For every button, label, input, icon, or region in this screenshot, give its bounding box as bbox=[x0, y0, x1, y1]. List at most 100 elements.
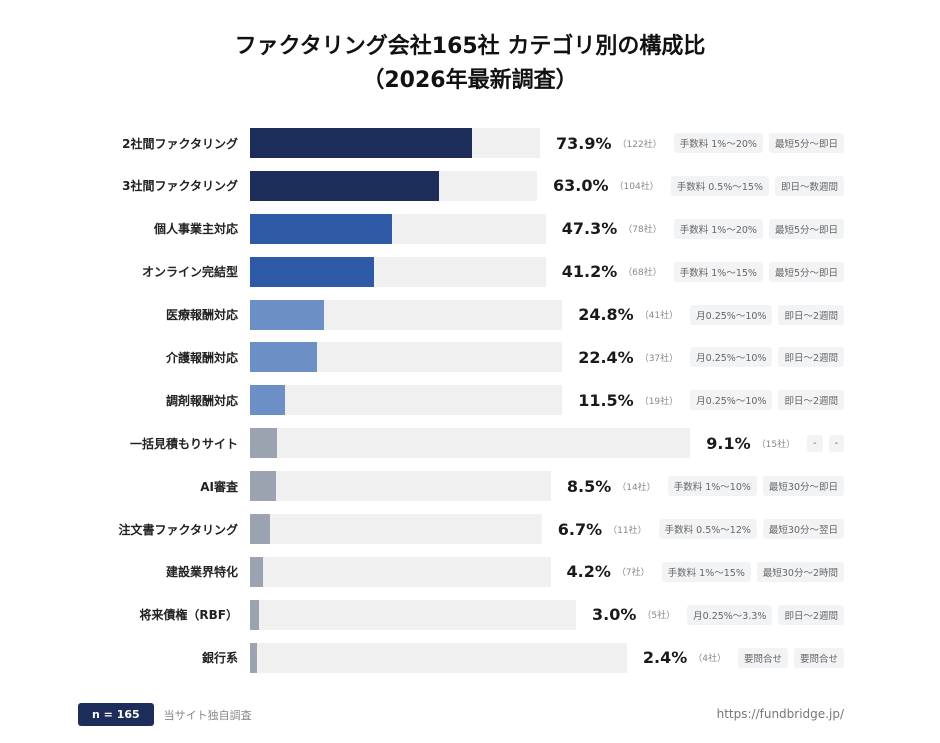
count-label: （7社） bbox=[616, 568, 650, 579]
bar-track bbox=[250, 342, 563, 373]
speed-tag: 最短30分〜翌日 bbox=[762, 519, 844, 540]
count-label: （14社） bbox=[617, 482, 656, 493]
category-label: 3社間ファクタリング bbox=[122, 179, 238, 194]
count-label: （4社） bbox=[693, 654, 726, 665]
bar-row: 注文書ファクタリング 6.7% （11社） 手数料 0.5%〜12% 最短30分〜翌日 bbox=[60, 514, 844, 545]
count-label: （15社） bbox=[756, 439, 796, 450]
title-line-2: （2026年最新調査） bbox=[362, 68, 578, 93]
category-label: 医療報酬対応 bbox=[165, 308, 238, 323]
fee-tag: 手数料 0.5%〜15% bbox=[670, 175, 769, 196]
bar bbox=[250, 642, 258, 673]
title-line-1: ファクタリング会社165社 カテゴリ別の構成比 bbox=[234, 34, 706, 59]
speed-tag: 即日〜2週間 bbox=[778, 304, 844, 325]
bar-row: 一括見積もりサイト 9.1% （15社） - - bbox=[60, 428, 844, 459]
value-label: 47.3% bbox=[561, 219, 618, 239]
tag-group: 月0.25%〜3.3% 即日〜2週間 bbox=[687, 604, 844, 625]
count-label: （68社） bbox=[623, 268, 662, 279]
bar bbox=[250, 471, 276, 502]
fee-tag: 月0.25%〜10% bbox=[690, 347, 773, 368]
bar-row: 3社間ファクタリング 63.0% （104社） 手数料 0.5%〜15% 即日〜数週間 bbox=[60, 170, 844, 201]
bar bbox=[250, 556, 263, 587]
bar-track bbox=[250, 428, 691, 459]
value-label: 6.7% bbox=[557, 519, 603, 539]
bar bbox=[250, 514, 271, 545]
speed-tag: 最短30分〜2時間 bbox=[756, 561, 844, 582]
bar-row: 銀行系 2.4% （4社） 要問合せ 要問合せ bbox=[60, 642, 844, 673]
bar-row: 個人事業主対応 47.3% （78社） 手数料 1%〜20% 最短5分〜即日 bbox=[60, 213, 844, 244]
bar-row: 医療報酬対応 24.8% （41社） 月0.25%〜10% 即日〜2週間 bbox=[60, 299, 844, 330]
count-label: （11社） bbox=[608, 525, 647, 536]
speed-tag: 即日〜2週間 bbox=[778, 347, 844, 368]
bar bbox=[250, 170, 439, 201]
tag-group: 手数料 0.5%〜12% 最短30分〜翌日 bbox=[658, 519, 844, 540]
category-label: 調剤報酬対応 bbox=[165, 393, 238, 408]
value-label: 63.0% bbox=[553, 176, 609, 196]
fee-tag: 手数料 1%〜15% bbox=[661, 561, 751, 582]
speed-tag: 最短5分〜即日 bbox=[768, 261, 844, 282]
bar-track bbox=[250, 385, 563, 416]
tag-group: -- bbox=[807, 434, 844, 452]
bar-track bbox=[250, 170, 537, 201]
value-label: 8.5% bbox=[566, 476, 612, 496]
speed-tag: 最短30分〜即日 bbox=[762, 476, 844, 497]
bar-row: 2社間ファクタリング 73.9% （122社） 手数料 1%〜20% 最短5分〜即日 bbox=[60, 128, 844, 158]
tag-group: 手数料 0.5%〜15% 即日〜数週間 bbox=[670, 175, 844, 196]
tag-group: 月0.25%〜10% 即日〜2週間 bbox=[690, 304, 844, 325]
speed-tag: 要問合せ bbox=[793, 647, 844, 668]
category-label: 銀行系 bbox=[201, 651, 238, 666]
category-label: 将来債権（RBF） bbox=[139, 608, 238, 623]
tag-group: 手数料 1%〜15% 最短30分〜2時間 bbox=[661, 561, 844, 582]
bar bbox=[250, 128, 472, 158]
tag-group: 月0.25%〜10% 即日〜2週間 bbox=[690, 390, 844, 411]
fee-tag: 手数料 1%〜10% bbox=[667, 476, 757, 497]
fee-tag: 手数料 1%〜15% bbox=[673, 261, 763, 282]
category-label: オンライン完結型 bbox=[141, 265, 238, 280]
fee-tag: 月0.25%〜3.3% bbox=[687, 604, 773, 625]
bar-track bbox=[250, 256, 546, 287]
count-label: （37社） bbox=[639, 353, 679, 364]
speed-tag: 最短5分〜即日 bbox=[768, 218, 844, 239]
bar bbox=[250, 256, 374, 287]
bar-row: 介護報酬対応 22.4% （37社） 月0.25%〜10% 即日〜2週間 bbox=[60, 342, 844, 373]
fee-tag: 月0.25%〜10% bbox=[690, 390, 773, 411]
bar-rows: 2社間ファクタリング 73.9% （122社） 手数料 1%〜20% 最短5分〜即日 3社… bbox=[60, 128, 844, 686]
value-label: 9.1% bbox=[706, 433, 751, 453]
bar bbox=[250, 428, 278, 459]
bar-track bbox=[250, 299, 563, 330]
source-note: 当サイト独自調査 bbox=[163, 708, 252, 722]
tag-group: 手数料 1%〜10% 最短30分〜即日 bbox=[667, 476, 844, 497]
tag-group: 手数料 1%〜20% 最短5分〜即日 bbox=[673, 133, 844, 153]
bar bbox=[250, 213, 392, 244]
footer: n = 165 当サイト独自調査 bbox=[78, 703, 252, 726]
bar-track bbox=[250, 599, 577, 630]
bar-track bbox=[250, 471, 551, 502]
fee-tag: 手数料 1%〜20% bbox=[673, 218, 763, 239]
bar-track bbox=[250, 128, 541, 158]
category-label: AI審査 bbox=[200, 479, 238, 494]
bar-row: 将来債権（RBF） 3.0% （5社） 月0.25%〜3.3% 即日〜2週間 bbox=[60, 599, 844, 630]
bar bbox=[250, 342, 318, 373]
value-label: 73.9% bbox=[556, 133, 612, 153]
speed-tag: 即日〜2週間 bbox=[778, 390, 844, 411]
tag-group: 手数料 1%〜20% 最短5分〜即日 bbox=[673, 218, 844, 239]
bar bbox=[250, 599, 259, 630]
bar-track bbox=[250, 642, 627, 673]
speed-tag: 即日〜2週間 bbox=[778, 604, 844, 625]
fee-tag: 要問合せ bbox=[737, 647, 788, 668]
value-label: 22.4% bbox=[578, 347, 634, 367]
value-label: 4.2% bbox=[566, 562, 611, 582]
count-label: （5社） bbox=[642, 611, 676, 622]
bar-track bbox=[250, 556, 551, 587]
fee-tag: - bbox=[807, 434, 823, 452]
fee-tag: 手数料 1%〜20% bbox=[673, 133, 763, 153]
fee-tag: 月0.25%〜10% bbox=[690, 304, 773, 325]
site-url: https://fundbridge.jp/ bbox=[716, 707, 844, 721]
sample-size-badge: n = 165 bbox=[78, 703, 154, 726]
value-label: 11.5% bbox=[578, 390, 634, 410]
speed-tag: 即日〜数週間 bbox=[774, 175, 844, 196]
count-label: （78社） bbox=[623, 225, 662, 236]
bar-row: AI審査 8.5% （14社） 手数料 1%〜10% 最短30分〜即日 bbox=[60, 471, 844, 502]
count-label: （122社） bbox=[617, 139, 662, 150]
value-label: 24.8% bbox=[578, 305, 634, 325]
bar-row: オンライン完結型 41.2% （68社） 手数料 1%〜15% 最短5分〜即日 bbox=[60, 256, 844, 287]
